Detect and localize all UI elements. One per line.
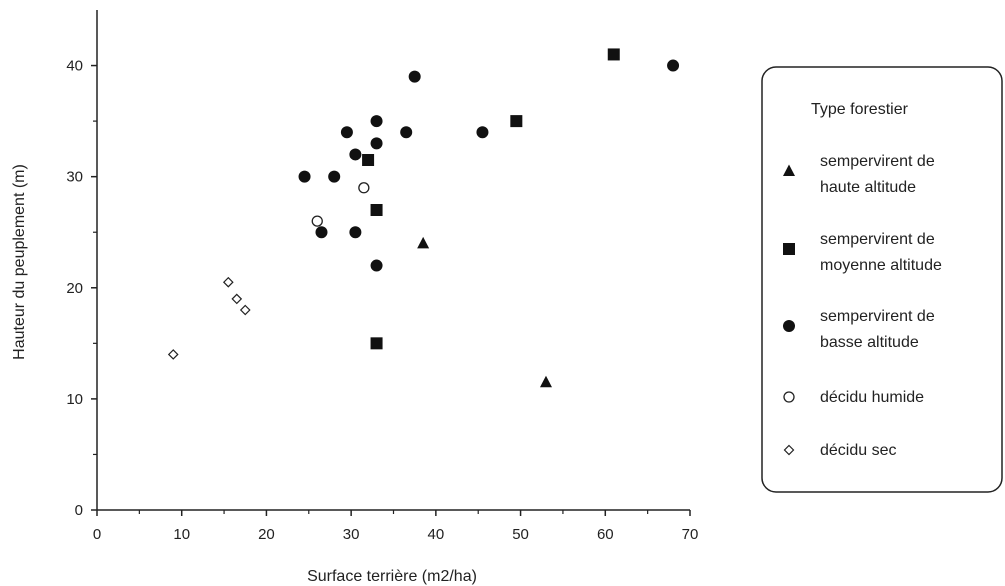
x-tick-label: 40 bbox=[428, 526, 445, 543]
legend-marker-square bbox=[783, 243, 795, 255]
data-point-square bbox=[370, 204, 383, 216]
legend-label: sempervirent de bbox=[820, 153, 935, 170]
x-axis-label: Surface terrière (m2/ha) bbox=[307, 568, 477, 585]
x-tick-label: 0 bbox=[93, 526, 101, 543]
data-point-square bbox=[362, 154, 375, 166]
y-tick-label: 20 bbox=[66, 280, 83, 297]
data-point-triangle bbox=[417, 236, 430, 249]
legend: Type forestier sempervirent de haute alti… bbox=[761, 66, 1003, 493]
y-tick-label: 40 bbox=[66, 58, 83, 75]
data-point-circle-filled bbox=[370, 137, 383, 150]
legend-marker-circle-filled bbox=[783, 320, 795, 332]
legend-marker-circle-open bbox=[783, 391, 795, 403]
data-point-circle-filled bbox=[298, 170, 311, 183]
legend-label-line2: haute altitude bbox=[820, 179, 916, 196]
data-point-circle-open bbox=[311, 215, 323, 227]
x-tick-label: 20 bbox=[258, 526, 275, 543]
data-point-circle-filled bbox=[349, 226, 362, 239]
legend-label: sempervirent de bbox=[820, 231, 935, 248]
axes bbox=[96, 10, 690, 511]
x-tick-label: 50 bbox=[512, 526, 529, 543]
x-ticks: 0 10 20 30 40 50 60 70 bbox=[93, 510, 699, 543]
data-point-square bbox=[370, 337, 383, 350]
legend-marker-triangle bbox=[783, 164, 795, 176]
data-point-circle-filled bbox=[340, 126, 353, 139]
data-point-circle-filled bbox=[370, 115, 383, 128]
data-point-circle-filled bbox=[328, 170, 341, 183]
legend-label-line2: moyenne altitude bbox=[820, 257, 942, 274]
data-point-circle-filled bbox=[349, 148, 362, 161]
x-tick-label: 60 bbox=[597, 526, 614, 543]
data-point-circle-filled bbox=[667, 59, 680, 72]
data-point-square bbox=[510, 115, 523, 128]
data-point-square bbox=[607, 48, 620, 61]
y-ticks: 0 10 20 30 40 bbox=[66, 58, 97, 519]
data-point-circle-filled bbox=[370, 259, 383, 272]
data-point-triangle bbox=[539, 375, 552, 388]
legend-box bbox=[761, 66, 1003, 493]
legend-title: Type forestier bbox=[811, 101, 909, 118]
data-point-circle-filled bbox=[400, 126, 413, 139]
legend-entries: sempervirent de haute altitude semperviren… bbox=[783, 153, 942, 459]
data-point-diamond-open bbox=[239, 304, 251, 316]
y-tick-label: 0 bbox=[75, 502, 83, 519]
x-tick-label: 30 bbox=[343, 526, 360, 543]
y-tick-label: 30 bbox=[66, 169, 83, 186]
data-point-circle-filled bbox=[476, 126, 489, 139]
legend-label-line2: basse altitude bbox=[820, 334, 919, 351]
x-tick-label: 10 bbox=[173, 526, 190, 543]
y-axis-label: Hauteur du peuplement (m) bbox=[11, 164, 28, 360]
y-tick-label: 10 bbox=[66, 391, 83, 408]
legend-label: décidu humide bbox=[820, 389, 924, 406]
data-point-diamond-open bbox=[167, 349, 179, 360]
data-point-diamond-open bbox=[231, 293, 243, 305]
legend-label: décidu sec bbox=[820, 442, 897, 459]
data-point-circle-filled bbox=[315, 226, 328, 239]
legend-marker-diamond-open bbox=[783, 444, 795, 456]
data-points bbox=[167, 48, 680, 388]
x-tick-label: 70 bbox=[682, 526, 699, 543]
data-point-circle-filled bbox=[408, 70, 421, 83]
data-point-diamond-open bbox=[222, 276, 234, 288]
data-point-circle-open bbox=[358, 182, 370, 194]
legend-label: sempervirent de bbox=[820, 308, 935, 325]
